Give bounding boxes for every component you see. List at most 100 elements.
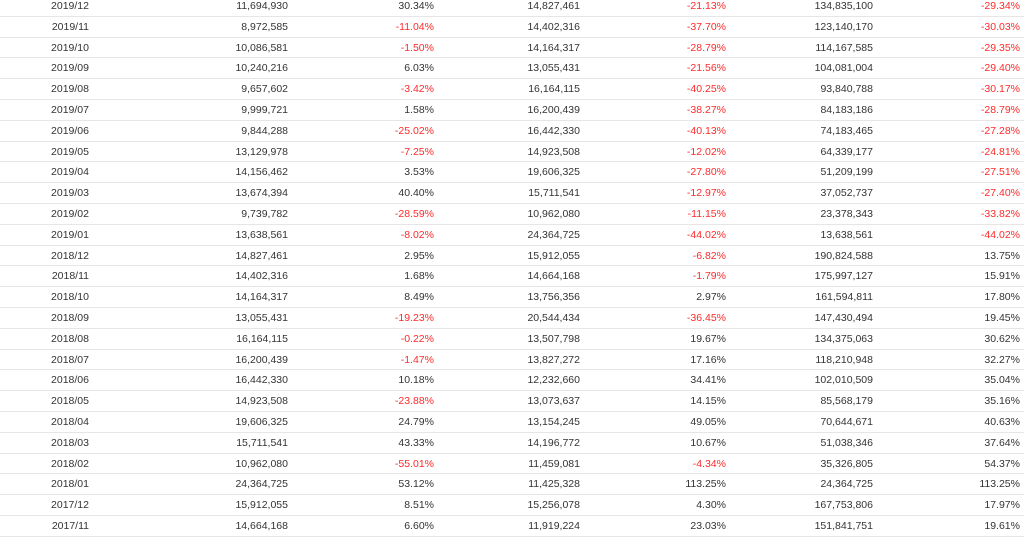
value-2-cell: 14,664,168 xyxy=(527,270,580,283)
table-row: 2018/03 15,711,541 43.33% 14,196,772 10.67% 5… xyxy=(0,433,1024,454)
percent-3-cell: -29.40% xyxy=(980,62,1020,75)
percent-1-cell: -25.02% xyxy=(394,124,434,137)
percent-3-cell: -29.35% xyxy=(980,41,1020,54)
month-cell: 2019/01 xyxy=(51,228,89,241)
table-row: 2019/08 9,657,602 -3.42% 16,164,115 -40.25% 9… xyxy=(0,79,1024,100)
percent-2-cell: -1.79% xyxy=(692,270,726,283)
value-1-cell: 15,912,055 xyxy=(235,499,288,512)
percent-2-cell: -12.97% xyxy=(686,187,726,200)
month-cell: 2018/05 xyxy=(51,395,89,408)
value-3-cell: 51,038,346 xyxy=(820,436,873,449)
table-row: 2017/11 14,664,168 6.60% 11,919,224 23.03% 15… xyxy=(0,516,1024,537)
month-cell: 2018/12 xyxy=(51,249,89,262)
percent-1-cell: 53.12% xyxy=(398,478,434,491)
table-row: 2018/06 16,442,330 10.18% 12,232,660 34.41% 1… xyxy=(0,370,1024,392)
value-3-cell: 167,753,806 xyxy=(814,499,873,512)
value-2-cell: 16,442,330 xyxy=(527,124,580,137)
month-cell: 2019/11 xyxy=(51,20,89,33)
table-row: 2019/10 10,086,581 -1.50% 14,164,317 -28.79%… xyxy=(0,38,1024,59)
value-2-cell: 11,919,224 xyxy=(528,519,580,532)
percent-2-cell: -11.15% xyxy=(687,207,726,220)
table-row: 2019/02 9,739,782 -28.59% 10,962,080 -11.15%… xyxy=(0,204,1024,225)
percent-3-cell: -27.28% xyxy=(980,124,1020,137)
percent-1-cell: -11.04% xyxy=(395,20,434,33)
table-row: 2019/03 13,674,394 40.40% 15,711,541 -12.97%… xyxy=(0,183,1024,204)
month-cell: 2018/06 xyxy=(51,374,89,387)
percent-2-cell: -21.13% xyxy=(686,0,726,12)
percent-1-cell: 3.53% xyxy=(404,166,434,179)
percent-1-cell: 30.34% xyxy=(398,0,434,12)
value-2-cell: 16,200,439 xyxy=(527,103,580,116)
value-2-cell: 14,923,508 xyxy=(527,145,580,158)
value-1-cell: 14,923,508 xyxy=(235,395,288,408)
percent-1-cell: -23.88% xyxy=(394,395,434,408)
month-cell: 2018/02 xyxy=(51,457,89,470)
month-cell: 2018/07 xyxy=(51,353,89,366)
percent-2-cell: -4.34% xyxy=(692,457,726,470)
value-3-cell: 114,167,585 xyxy=(815,41,873,54)
month-cell: 2019/09 xyxy=(51,62,89,75)
percent-3-cell: 35.04% xyxy=(984,374,1020,387)
percent-1-cell: 6.03% xyxy=(404,62,434,75)
value-2-cell: 13,827,272 xyxy=(527,353,580,366)
table-row: 2018/08 16,164,115 -0.22% 13,507,798 19.67% 1… xyxy=(0,329,1024,350)
month-cell: 2017/11 xyxy=(51,519,89,532)
value-1-cell: 13,129,978 xyxy=(235,145,288,158)
month-cell: 2019/06 xyxy=(51,124,89,137)
percent-2-cell: 23.03% xyxy=(690,519,726,532)
value-3-cell: 134,375,063 xyxy=(814,332,873,345)
percent-1-cell: -3.42% xyxy=(400,83,434,96)
percent-3-cell: 54.37% xyxy=(984,457,1020,470)
percent-1-cell: 43.33% xyxy=(398,436,434,449)
value-3-cell: 175,997,127 xyxy=(814,270,873,283)
percent-1-cell: -8.02% xyxy=(400,228,434,241)
value-2-cell: 15,256,078 xyxy=(527,499,580,512)
percent-2-cell: -44.02% xyxy=(686,228,726,241)
percent-3-cell: 30.62% xyxy=(984,332,1020,345)
table-row: 2019/04 14,156,462 3.53% 19,606,325 -27.80% 5… xyxy=(0,162,1024,184)
table-row: 2018/07 16,200,439 -1.47% 13,827,272 17.16% 1… xyxy=(0,350,1024,371)
percent-3-cell: 32.27% xyxy=(984,353,1020,366)
value-2-cell: 13,154,245 xyxy=(527,415,580,428)
table-row: 2019/12 11,694,930 30.34% 14,827,461 -21.13%… xyxy=(0,0,1024,17)
value-1-cell: 13,638,561 xyxy=(235,228,288,241)
value-1-cell: 9,844,288 xyxy=(241,124,288,137)
percent-2-cell: -36.45% xyxy=(686,311,726,324)
value-3-cell: 151,841,751 xyxy=(814,519,873,532)
percent-1-cell: 8.51% xyxy=(404,499,434,512)
value-2-cell: 15,912,055 xyxy=(527,249,580,262)
value-1-cell: 9,999,721 xyxy=(241,103,288,116)
value-3-cell: 13,638,561 xyxy=(820,228,873,241)
value-2-cell: 20,544,434 xyxy=(527,311,580,324)
percent-2-cell: -12.02% xyxy=(686,145,726,158)
month-cell: 2019/12 xyxy=(51,0,89,12)
percent-1-cell: -28.59% xyxy=(394,207,434,220)
percent-3-cell: -33.82% xyxy=(980,207,1020,220)
month-cell: 2018/01 xyxy=(51,478,89,491)
value-1-cell: 14,156,462 xyxy=(235,166,288,179)
month-cell: 2018/03 xyxy=(51,436,89,449)
value-3-cell: 93,840,788 xyxy=(820,83,873,96)
percent-1-cell: 6.60% xyxy=(404,519,434,532)
value-3-cell: 37,052,737 xyxy=(820,187,873,200)
percent-3-cell: 17.97% xyxy=(984,499,1020,512)
table-row: 2017/12 15,912,055 8.51% 15,256,078 4.30% 167… xyxy=(0,495,1024,516)
month-cell: 2018/08 xyxy=(51,332,89,345)
value-2-cell: 13,073,637 xyxy=(527,395,580,408)
table-row: 2018/09 13,055,431 -19.23% 20,544,434 -36.45… xyxy=(0,308,1024,329)
value-1-cell: 10,086,581 xyxy=(235,41,288,54)
value-1-cell: 8,972,585 xyxy=(241,20,288,33)
month-cell: 2019/04 xyxy=(51,166,89,179)
value-2-cell: 14,164,317 xyxy=(527,41,580,54)
value-1-cell: 10,240,216 xyxy=(235,62,288,75)
table-row: 2019/09 10,240,216 6.03% 13,055,431 -21.56% 1… xyxy=(0,58,1024,80)
percent-3-cell: 13.75% xyxy=(984,249,1020,262)
percent-2-cell: -6.82% xyxy=(692,249,726,262)
value-2-cell: 11,459,081 xyxy=(528,457,580,470)
percent-2-cell: 49.05% xyxy=(690,415,726,428)
percent-3-cell: -27.40% xyxy=(980,187,1020,200)
value-3-cell: 123,140,170 xyxy=(814,20,873,33)
percent-3-cell: 15.91% xyxy=(984,270,1020,283)
percent-1-cell: -0.22% xyxy=(400,332,434,345)
